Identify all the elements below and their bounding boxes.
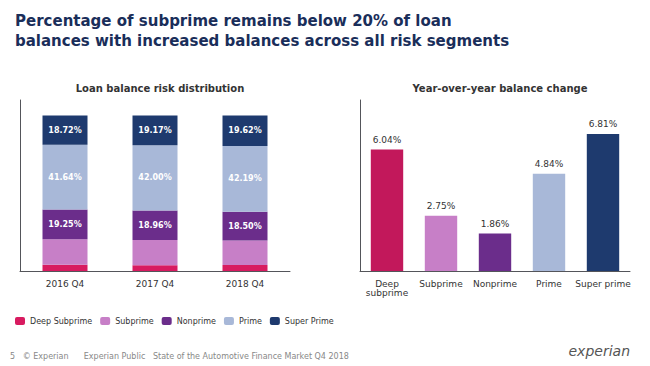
svg-text:6.81%: 6.81% — [589, 119, 618, 129]
svg-text:19.25%: 19.25% — [48, 220, 81, 229]
svg-text:Year-over-year balance change: Year-over-year balance change — [412, 83, 588, 94]
svg-text:Nonprime: Nonprime — [177, 317, 216, 326]
svg-text:1.86%: 1.86% — [481, 219, 510, 229]
svg-text:2018 Q4: 2018 Q4 — [226, 279, 265, 289]
svg-text:42.19%: 42.19% — [228, 174, 261, 183]
svg-text:Deep: Deep — [375, 278, 399, 289]
svg-text:Deep Subprime: Deep Subprime — [30, 317, 92, 326]
svg-text:Percentage of subprime remains: Percentage of subprime remains below 20%… — [15, 12, 452, 30]
svg-text:Super Prime: Super Prime — [285, 317, 334, 326]
svg-text:18.50%: 18.50% — [228, 222, 261, 231]
svg-text:6.04%: 6.04% — [373, 135, 402, 145]
svg-text:subprime: subprime — [366, 288, 409, 298]
svg-text:19.62%: 19.62% — [228, 126, 261, 135]
svg-text:Prime: Prime — [536, 279, 562, 289]
svg-text:balances with increased balanc: balances with increased balances across … — [15, 32, 509, 50]
svg-text:2016 Q4: 2016 Q4 — [46, 279, 85, 289]
svg-text:42.00%: 42.00% — [138, 173, 171, 182]
svg-text:2017 Q4: 2017 Q4 — [136, 279, 175, 289]
svg-text:Nonprime: Nonprime — [473, 279, 518, 289]
svg-text:18.72%: 18.72% — [48, 126, 81, 135]
svg-text:Subprime: Subprime — [419, 279, 463, 289]
svg-text:Loan balance risk distribution: Loan balance risk distribution — [76, 83, 245, 94]
svg-text:experian: experian — [569, 343, 631, 359]
svg-text:4.84%: 4.84% — [535, 159, 564, 169]
svg-text:19.17%: 19.17% — [138, 126, 171, 135]
svg-text:Prime: Prime — [239, 317, 262, 326]
svg-text:Super prime: Super prime — [575, 279, 631, 289]
svg-text:2.75%: 2.75% — [427, 201, 456, 211]
svg-text:41.64%: 41.64% — [48, 173, 81, 182]
svg-text:Subprime: Subprime — [115, 317, 154, 326]
svg-text:18.96%: 18.96% — [138, 221, 171, 230]
svg-text:5 © Experian Experian P: 5 © Experian Experian Public State of th… — [10, 352, 349, 361]
